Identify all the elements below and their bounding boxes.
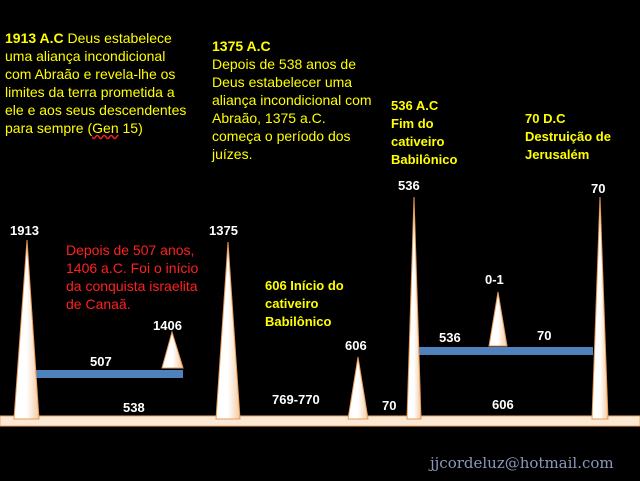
text-1375-year: 1375 A.C	[212, 38, 271, 54]
text-70: 70 D.C Destruição de Jerusalém	[525, 110, 635, 164]
text-1913-gen: Gen	[92, 120, 119, 136]
label-1375: 1375	[209, 223, 238, 238]
span-label-606: 606	[492, 397, 514, 412]
spike-0-1	[488, 291, 508, 347]
bar-label-70: 70	[537, 328, 552, 343]
text-1913-year: 1913 A.C	[5, 30, 64, 46]
text-1913: 1913 A.C Deus estabelece uma aliança inc…	[5, 29, 195, 137]
spike-536	[406, 196, 422, 420]
spike-70	[591, 196, 609, 420]
label-0-1: 0-1	[485, 272, 504, 287]
text-536-title: 536 A.C	[391, 98, 439, 113]
text-1375: 1375 A.C Depois de 538 anos de Deus estab…	[212, 37, 372, 163]
text-red-conquest: Depois de 507 anos, 1406 a.C. Foi o iníc…	[66, 242, 199, 312]
spike-606	[347, 356, 369, 420]
text-70-title: 70 D.C	[525, 111, 566, 126]
spike-1375	[215, 241, 241, 420]
text-1375-body: Depois de 538 anos de Deus estabelecer u…	[212, 56, 372, 162]
text-1913-end: 15)	[118, 120, 143, 136]
label-70: 70	[591, 181, 606, 196]
text-536-body: Fim do cativeiro Babilônico	[391, 116, 458, 167]
label-536: 536	[398, 178, 420, 193]
text-70-body: Destruição de Jerusalém	[525, 129, 611, 162]
span-bar-536-70	[417, 347, 593, 355]
label-1406: 1406	[153, 318, 182, 333]
text-1913-body: Deus estabelece uma aliança incondiciona…	[5, 30, 187, 136]
text-606: 606 Início do cativeiro Babilônico	[265, 278, 344, 329]
span-label-538: 538	[123, 400, 145, 415]
span-bar-507	[36, 370, 183, 378]
label-1913: 1913	[10, 223, 39, 238]
span-label-769-770: 769-770	[272, 392, 320, 407]
bar-label-536: 536	[439, 330, 461, 345]
label-606: 606	[345, 338, 367, 353]
span-label-70: 70	[382, 398, 397, 413]
text-536: 536 A.C Fim do cativeiro Babilônico	[391, 97, 481, 169]
spike-1913	[13, 239, 40, 420]
timeline-baseline	[0, 415, 640, 427]
author-email: jjcordeluz@hotmail.com	[430, 454, 614, 472]
spike-1406	[161, 330, 184, 369]
span-label-507: 507	[90, 354, 112, 369]
